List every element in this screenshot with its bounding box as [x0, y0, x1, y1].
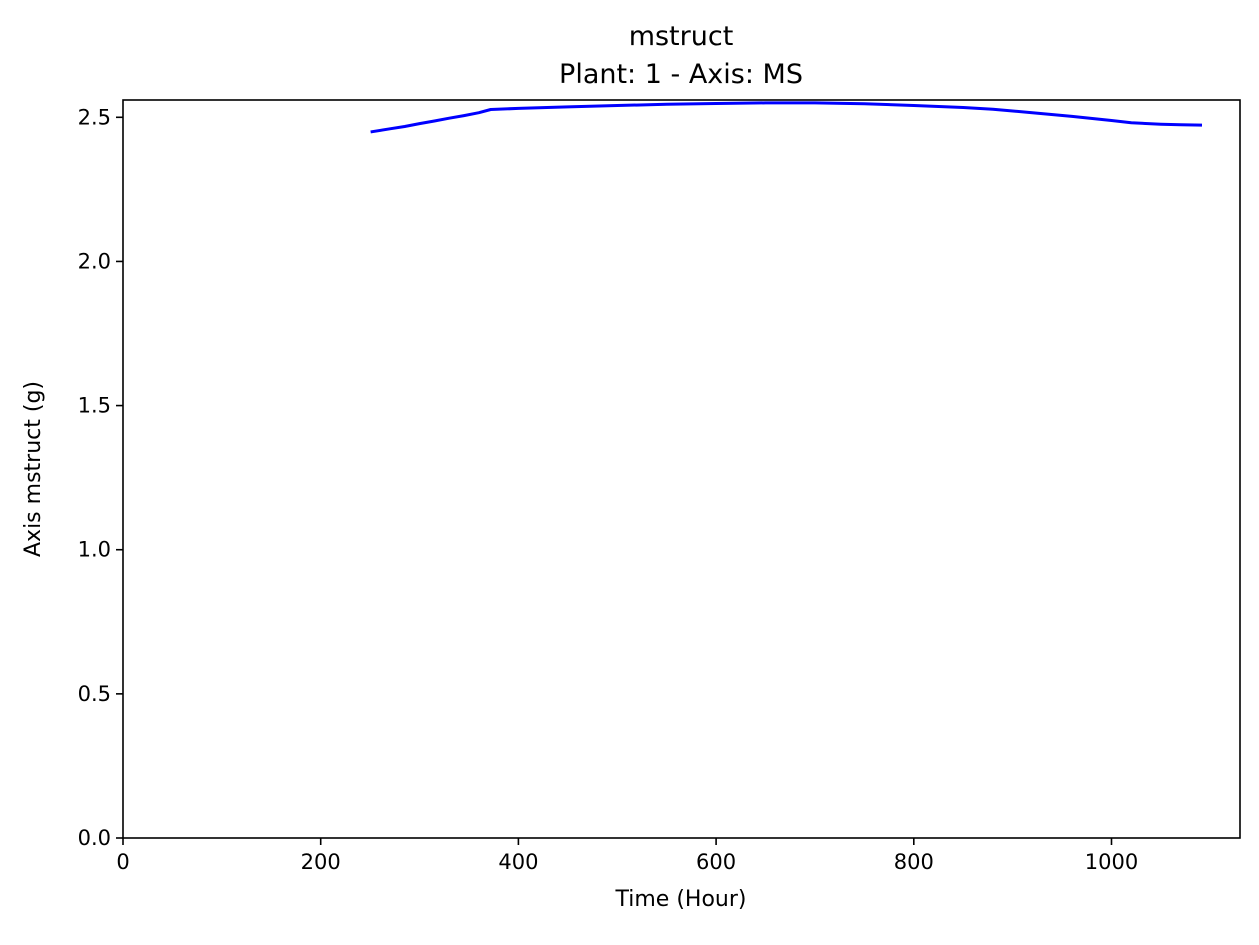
x-tick-label: 1000: [1085, 850, 1138, 874]
y-axis-ticks: 0.0 0.5 1.0 1.5 2.0 2.5: [78, 105, 123, 850]
y-tick-label: 0.5: [78, 682, 111, 706]
y-tick-label: 1.0: [78, 538, 111, 562]
x-axis-ticks: 0 200 400 600 800 1000: [116, 838, 1138, 874]
series-line: [370, 101, 1203, 134]
x-tick-label: 800: [894, 850, 934, 874]
chart-subtitle: Plant: 1 - Axis: MS: [559, 59, 803, 90]
plot-frame: [122, 99, 1241, 839]
x-axis-label: Time (Hour): [615, 887, 747, 912]
chart-title: mstruct: [629, 21, 734, 52]
x-tick-label: 600: [696, 850, 736, 874]
x-tick-label: 0: [116, 850, 129, 874]
y-tick-label: 0.0: [78, 826, 111, 850]
y-axis-label: Axis mstruct (g): [21, 381, 46, 557]
x-tick-label: 200: [301, 850, 341, 874]
y-tick-label: 1.5: [78, 394, 111, 418]
y-tick-label: 2.5: [78, 105, 111, 129]
y-tick-label: 2.0: [78, 249, 111, 273]
series-layer: [370, 101, 1203, 134]
x-tick-label: 400: [498, 850, 538, 874]
